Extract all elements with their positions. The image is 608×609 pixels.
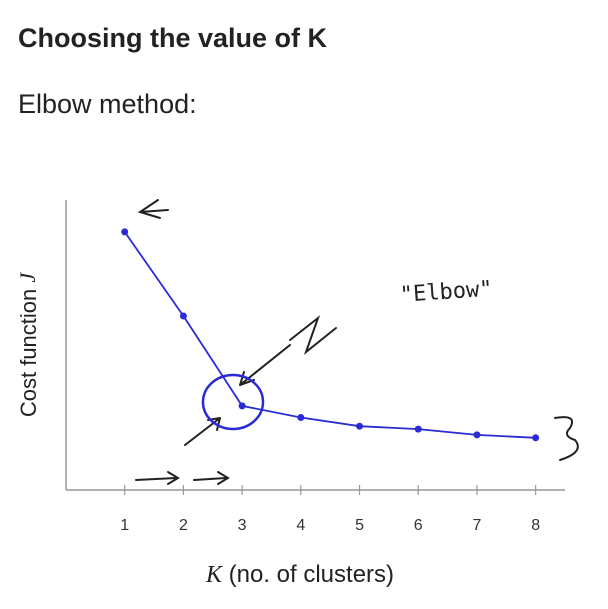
x-tick-label: 2 bbox=[179, 517, 188, 534]
point bbox=[356, 422, 364, 430]
elbow-circle bbox=[201, 373, 265, 431]
x-axis-label: K (no. of clusters) bbox=[205, 561, 394, 588]
x-tick-label: 4 bbox=[296, 517, 305, 534]
x-tick-label: 6 bbox=[414, 517, 423, 534]
x-tick-label: 8 bbox=[531, 517, 540, 534]
x-tick-label: 7 bbox=[472, 517, 481, 534]
x-label-symbol: K bbox=[205, 562, 224, 588]
x-tick-label: 1 bbox=[120, 517, 129, 534]
scribble bbox=[554, 416, 579, 461]
squiggle bbox=[289, 315, 337, 355]
arrows-right bbox=[135, 471, 230, 485]
line bbox=[123, 231, 536, 439]
handwriting bbox=[135, 199, 579, 485]
annotation: "Elbow" bbox=[399, 277, 493, 308]
x-tick-label: 5 bbox=[355, 517, 364, 534]
subtitle: Elbow method: bbox=[18, 89, 197, 119]
slide-title: Choosing the value of K bbox=[18, 23, 328, 53]
y-axis-label: Cost function J bbox=[15, 272, 41, 418]
y-label-symbol: J bbox=[15, 272, 40, 283]
y-label-words: Cost function bbox=[16, 289, 41, 417]
point bbox=[297, 414, 305, 421]
point bbox=[414, 425, 422, 433]
x-label-words: (no. of clusters) bbox=[229, 561, 394, 588]
y-axis-label-text: Cost function J bbox=[15, 272, 41, 418]
point bbox=[473, 431, 481, 439]
point bbox=[121, 228, 129, 236]
arrow-left bbox=[137, 199, 169, 219]
x-tick-label: 3 bbox=[238, 517, 247, 534]
point bbox=[179, 312, 187, 320]
point bbox=[238, 402, 246, 410]
point bbox=[532, 434, 540, 442]
